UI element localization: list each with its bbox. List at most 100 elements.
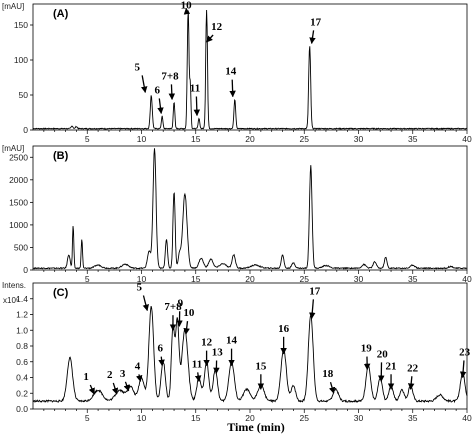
y-tick-label: 500 — [14, 242, 28, 252]
peak-label: 17 — [309, 285, 321, 297]
peak-label: 19 — [361, 343, 373, 355]
chromatogram-trace — [32, 9, 467, 130]
peak-label: 7+8 — [161, 70, 179, 82]
y-tick-label: 1000 — [9, 220, 28, 230]
chromatogram-trace — [32, 305, 468, 404]
peak-label: 11 — [190, 83, 200, 95]
y-tick-label: 2000 — [9, 175, 28, 185]
peak-arrow — [158, 356, 165, 367]
peak-label: 6 — [157, 343, 163, 355]
peak-arrow — [229, 79, 236, 98]
y-tick-label: 0 — [23, 265, 28, 275]
y-tick-label: 150 — [14, 20, 28, 30]
peak-arrow — [206, 34, 214, 43]
peak-arrow — [407, 376, 415, 390]
peak-label: 1 — [83, 371, 89, 383]
peak-label: 17 — [310, 16, 322, 28]
y-tick-label: 0.2 — [16, 388, 28, 398]
peak-arrow — [88, 384, 95, 395]
peak-arrow — [168, 84, 176, 101]
peak-arrow — [194, 372, 202, 383]
peak-arrow — [328, 382, 336, 394]
panel-label: (A) — [53, 8, 69, 20]
peak-label: 5 — [137, 282, 143, 294]
peak-label: 3 — [120, 368, 126, 380]
x-tick-label: 35 — [408, 413, 418, 423]
plot-frame — [32, 145, 468, 271]
x-tick-label: 5 — [85, 413, 90, 423]
panel-c: 0.00.20.40.60.81.01.21.45 10 15 20 25 30 35 40I… — [2, 281, 472, 423]
y-unit-label: Intens. — [2, 281, 26, 290]
peak-arrow — [193, 96, 201, 117]
peak-label: 6 — [154, 84, 160, 96]
peak-label: 7+8 — [164, 301, 182, 313]
peak-label: 13 — [212, 347, 224, 359]
peak-label: 4 — [135, 360, 141, 372]
peak-label: 22 — [407, 362, 419, 374]
peak-label: 5 — [135, 61, 141, 73]
x-tick-label: 20 — [245, 413, 255, 423]
plot-frame — [32, 3, 468, 131]
x-tick-label: 25 — [300, 134, 310, 144]
chromatogram-trace — [32, 148, 468, 270]
x-tick-label: 40 — [462, 413, 472, 423]
y-tick-label: 0 — [23, 125, 28, 135]
peak-arrow — [309, 299, 316, 320]
x-tick-label: 5 — [85, 134, 90, 144]
y-tick-label: 0.8 — [16, 341, 28, 351]
peak-arrow — [183, 321, 190, 335]
x-tick-label: 15 — [191, 134, 201, 144]
peak-label: 16 — [278, 323, 290, 335]
x-axis-label: Time (min) — [227, 420, 284, 434]
x-tick-label: 35 — [408, 134, 418, 144]
peak-arrow — [183, 7, 191, 15]
peak-arrow — [309, 30, 316, 45]
peak-label: 21 — [386, 360, 397, 372]
peak-arrow — [459, 360, 467, 379]
x-tick-label: 10 — [137, 274, 147, 284]
peak-label: 14 — [225, 66, 237, 78]
y-tick-label: 0.0 — [16, 404, 28, 414]
x-tick-label: 10 — [137, 134, 147, 144]
x-tick-label: 10 — [137, 413, 147, 423]
y-multiplier-label: x10⁶ — [3, 296, 19, 305]
plot-frame — [32, 282, 468, 410]
panel-label: (C) — [53, 287, 69, 299]
peak-arrow — [111, 382, 119, 395]
x-tick-label: 35 — [408, 274, 418, 284]
peak-label: 10 — [181, 0, 193, 11]
y-tick-label: 50 — [19, 90, 29, 100]
peak-label: 9 — [178, 297, 184, 309]
y-tick-label: 1500 — [9, 197, 28, 207]
peak-arrow — [123, 381, 130, 392]
x-tick-label: 25 — [300, 274, 310, 284]
y-tick-label: 2500 — [9, 152, 28, 162]
x-tick-label: 20 — [245, 274, 255, 284]
x-tick-label: 40 — [462, 134, 472, 144]
y-tick-label: 100 — [14, 55, 28, 65]
x-tick-label: 15 — [191, 274, 201, 284]
y-unit-label: [mAU] — [2, 144, 24, 153]
y-unit-label: [mAU] — [2, 2, 24, 11]
x-tick-label: 15 — [191, 413, 201, 423]
y-tick-label: 1.0 — [16, 325, 28, 335]
y-tick-label: 1.2 — [16, 310, 28, 320]
peak-arrow — [157, 98, 164, 115]
y-tick-label: 0.6 — [16, 357, 28, 367]
peak-label: 12 — [211, 21, 223, 33]
peak-label: 11 — [192, 358, 202, 370]
panel-b: 0 500 1000 1500 2000 2500 5 10 15 20 25 30 35 40 [mAU]… — [2, 144, 472, 284]
peak-label: 15 — [255, 360, 267, 372]
x-tick-label: 30 — [354, 274, 364, 284]
y-tick-label: 0.4 — [16, 373, 28, 383]
peak-label: 14 — [226, 335, 238, 347]
peak-arrow — [141, 75, 148, 94]
y-tick-label: 1.4 — [16, 294, 28, 304]
x-tick-label: 25 — [300, 413, 310, 423]
peak-label: 2 — [107, 369, 113, 381]
peak-label: 10 — [183, 307, 195, 319]
x-tick-label: 20 — [245, 134, 255, 144]
peak-arrow — [136, 374, 143, 383]
x-tick-label: 5 — [85, 274, 90, 284]
